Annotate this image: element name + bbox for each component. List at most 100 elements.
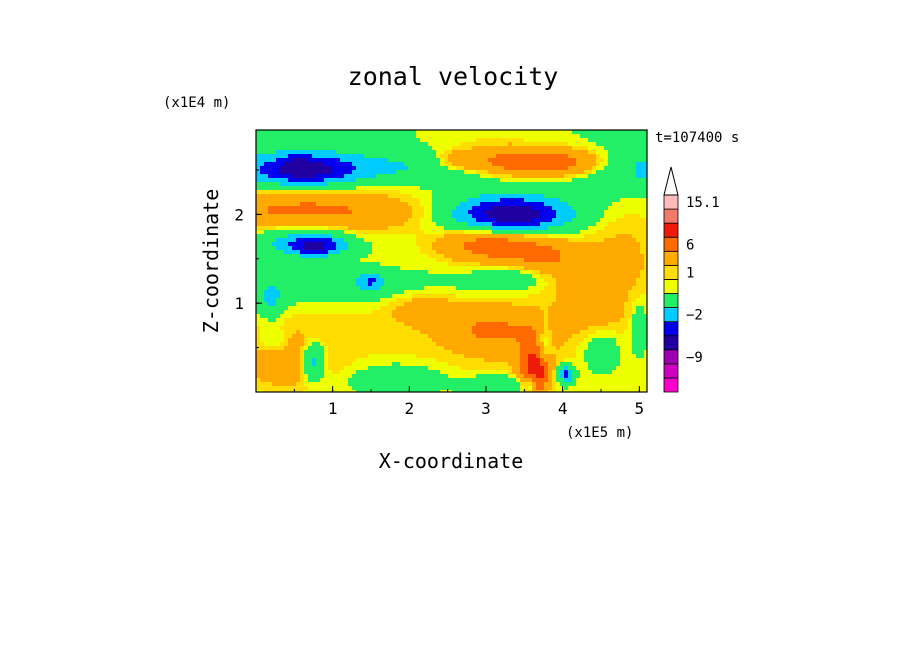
heatmap-cell-4908 (288, 330, 293, 335)
heatmap-cell-4377 (516, 306, 521, 311)
heatmap-cell-1691 (356, 198, 361, 203)
heatmap-cell-337 (428, 142, 433, 147)
heatmap-cell-4989 (612, 330, 617, 335)
heatmap-cell-1448 (560, 186, 565, 191)
heatmap-cell-3520 (616, 270, 621, 275)
heatmap-cell-512 (344, 150, 349, 155)
heatmap-cell-985 (276, 170, 281, 175)
heatmap-cell-729 (428, 158, 433, 163)
heatmap-cell-537 (444, 150, 449, 155)
heatmap-cell-2788 (432, 242, 437, 247)
heatmap-cell-2372 (336, 226, 341, 231)
heatmap-cell-4911 (300, 330, 305, 335)
heatmap-cell-1670 (272, 198, 277, 203)
heatmap-cell-293 (644, 138, 647, 143)
heatmap-cell-2418 (520, 226, 525, 231)
heatmap-cell-3250 (320, 262, 325, 267)
heatmap-cell-1976 (320, 210, 325, 215)
heatmap-cell-3512 (584, 270, 589, 275)
heatmap-cell-4529 (340, 314, 345, 319)
heatmap-cell-811 (364, 162, 369, 167)
heatmap-cell-639 (460, 154, 465, 159)
heatmap-cell-3389 (484, 266, 489, 271)
heatmap-cell-3644 (328, 278, 333, 283)
heatmap-cell-3106 (528, 254, 533, 259)
heatmap-cell-2745 (260, 242, 265, 247)
heatmap-cell-3679 (468, 278, 473, 283)
heatmap-cell-4569 (500, 314, 505, 319)
heatmap-cell-1324 (456, 182, 461, 187)
heatmap-cell-4024 (280, 294, 285, 299)
heatmap-cell-4651 (436, 318, 441, 323)
heatmap-cell-3047 (292, 254, 297, 259)
heatmap-cell-2448 (640, 226, 645, 231)
heatmap-cell-1112 (392, 174, 397, 179)
heatmap-cell-3096 (488, 254, 493, 259)
heatmap-cell-612 (352, 154, 357, 159)
heatmap-cell-4867 (516, 326, 521, 331)
heatmap-cell-4575 (524, 314, 529, 319)
heatmap-cell-2694 (448, 238, 453, 243)
heatmap-cell-3022 (584, 250, 589, 255)
heatmap-cell-1026 (440, 170, 445, 175)
heatmap-cell-2239 (588, 218, 593, 223)
heatmap-cell-4707 (268, 322, 273, 327)
heatmap-cell-1442 (536, 186, 541, 191)
heatmap-cell-3973 (468, 290, 473, 295)
heatmap-cell-3312 (568, 262, 573, 267)
heatmap-cell-4121 (276, 298, 281, 303)
heatmap-cell-2387 (396, 226, 401, 231)
heatmap-cell-3414 (584, 266, 589, 271)
heatmap-cell-56 (480, 130, 485, 135)
heatmap-cell-3362 (376, 266, 381, 271)
heatmap-cell-1299 (356, 182, 361, 187)
heatmap-cell-3334 (264, 266, 269, 271)
heatmap-cell-927 (436, 166, 441, 171)
heatmap-cell-1347 (548, 182, 553, 187)
heatmap-cell-4304 (616, 302, 621, 307)
heatmap-cell-1667 (260, 198, 265, 203)
heatmap-cell-2545 (636, 230, 641, 235)
heatmap-cell-1141 (508, 174, 513, 179)
heatmap-cell-3227 (620, 258, 625, 263)
heatmap-cell-2089 (380, 214, 385, 219)
heatmap-cell-707 (340, 158, 345, 163)
heatmap-cell-2193 (404, 218, 409, 223)
heatmap-cell-1120 (424, 174, 429, 179)
heatmap-cell-4158 (424, 298, 429, 303)
heatmap-cell-200 (272, 138, 277, 143)
heatmap-cell-4366 (472, 306, 477, 311)
heatmap-cell-4938 (408, 330, 413, 335)
heatmap-cell-2938 (640, 246, 645, 251)
heatmap-cell-1292 (328, 182, 333, 187)
heatmap-cell-174 (560, 134, 565, 139)
heatmap-cell-603 (316, 154, 321, 159)
heatmap-cell-977 (636, 166, 641, 171)
heatmap-cell-2871 (372, 246, 377, 251)
heatmap-cell-4438 (368, 310, 373, 315)
heatmap-cell-3114 (560, 254, 565, 259)
heatmap-cell-2471 (340, 230, 345, 235)
heatmap-cell-1259 (588, 178, 593, 183)
heatmap-cell-4089 (540, 294, 545, 299)
heatmap-cell-4087 (532, 294, 537, 299)
heatmap-cell-2521 (540, 230, 545, 235)
heatmap-cell-2094 (400, 214, 405, 219)
heatmap-cell-3120 (584, 254, 589, 259)
heatmap-cell-1345 (540, 182, 545, 187)
heatmap-cell-2107 (452, 214, 457, 219)
heatmap-cell-1812 (448, 202, 453, 207)
heatmap-cell-1056 (560, 170, 565, 175)
heatmap-cell-170 (544, 134, 549, 139)
heatmap-cell-3977 (484, 290, 489, 295)
heatmap-cell-818 (392, 162, 397, 167)
heatmap-cell-4111 (628, 294, 633, 299)
heatmap-cell-4820 (328, 326, 333, 331)
heatmap-cell-2715 (532, 238, 537, 243)
heatmap-cell-1065 (596, 170, 601, 175)
heatmap-cell-4390 (568, 306, 573, 311)
heatmap-cell-2641 (628, 234, 633, 239)
heatmap-cell-4574 (520, 314, 525, 319)
heatmap-cell-3856 (392, 286, 397, 291)
heatmap-cell-3866 (432, 286, 437, 291)
